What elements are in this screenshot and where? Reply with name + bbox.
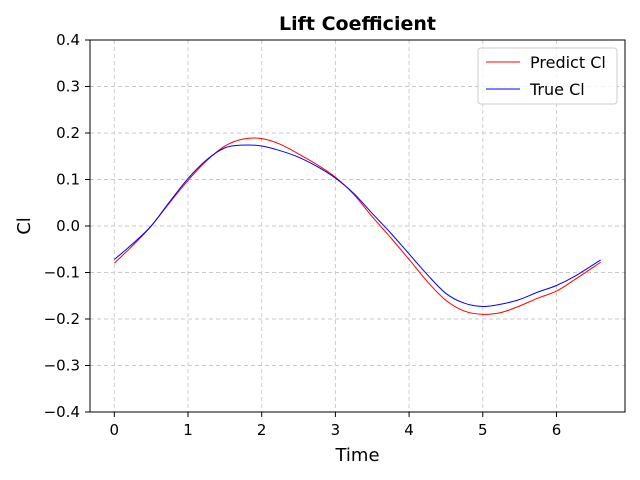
y-tick-label: 0.0: [56, 217, 80, 235]
legend-label-predict-cl: Predict Cl: [530, 53, 606, 72]
grid: [90, 39, 625, 413]
axis-ticks: 0 1 2 3 4 5 6 0.4 0.3 0.2 0.1 0.0 −0.1 −0.2 −0.3 −0.4: [44, 31, 562, 439]
legend: Predict Cl True Cl: [477, 47, 618, 105]
x-tick-label: 1: [183, 421, 193, 439]
y-tick-label: 0.1: [56, 171, 80, 189]
y-tick-label: −0.3: [44, 357, 80, 375]
x-tick-label: 6: [552, 421, 562, 439]
y-tick-label: −0.2: [44, 310, 80, 328]
chart-title: Lift Coefficient: [279, 13, 436, 35]
legend-label-true-cl: True Cl: [529, 80, 585, 99]
series-lines: [113, 137, 601, 315]
x-axis-label: Time: [334, 445, 379, 466]
series-line-predict-cl: [113, 137, 601, 315]
y-tick-label: 0.2: [56, 124, 80, 142]
y-tick-label: −0.1: [44, 264, 80, 282]
x-tick-label: 4: [404, 421, 414, 439]
x-tick-label: 5: [478, 421, 488, 439]
y-axis-label: Cl: [14, 217, 35, 235]
y-tick-label: 0.4: [56, 31, 80, 49]
x-tick-label: 0: [110, 421, 120, 439]
y-tick-label: 0.3: [56, 78, 80, 96]
y-tick-label: −0.4: [44, 403, 80, 421]
x-tick-label: 3: [331, 421, 341, 439]
x-tick-label: 2: [257, 421, 267, 439]
series-line-true-cl: [113, 144, 601, 307]
